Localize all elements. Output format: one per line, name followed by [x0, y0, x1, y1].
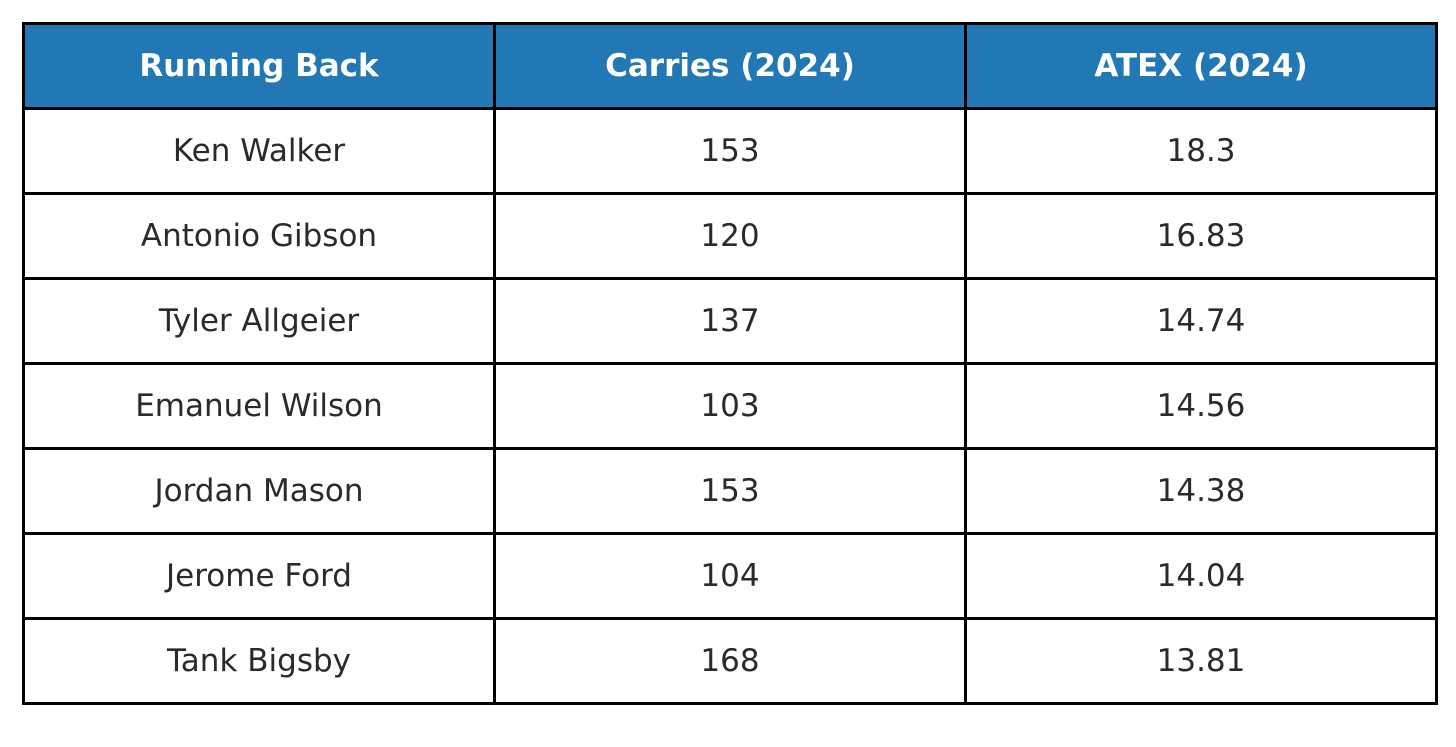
cell-carries: 168: [493, 617, 967, 705]
cell-carries: 153: [493, 447, 967, 535]
cell-atex: 18.3: [964, 107, 1438, 195]
cell-atex: 14.56: [964, 362, 1438, 450]
column-header-atex: ATEX (2024): [964, 22, 1438, 110]
cell-running-back: Tyler Allgeier: [22, 277, 496, 365]
cell-running-back: Jerome Ford: [22, 532, 496, 620]
running-back-atex-table: Running Back Carries (2024) ATEX (2024) …: [22, 22, 1438, 705]
table-row: Tyler Allgeier 137 14.74: [22, 277, 1438, 365]
table-row: Emanuel Wilson 103 14.56: [22, 362, 1438, 450]
cell-atex: 14.38: [964, 447, 1438, 535]
cell-atex: 16.83: [964, 192, 1438, 280]
cell-atex: 13.81: [964, 617, 1438, 705]
cell-running-back: Tank Bigsby: [22, 617, 496, 705]
cell-carries: 153: [493, 107, 967, 195]
cell-carries: 137: [493, 277, 967, 365]
stats-table-container: Running Back Carries (2024) ATEX (2024) …: [22, 22, 1438, 705]
cell-carries: 104: [493, 532, 967, 620]
cell-atex: 14.04: [964, 532, 1438, 620]
table-row: Jordan Mason 153 14.38: [22, 447, 1438, 535]
cell-carries: 120: [493, 192, 967, 280]
table-row: Antonio Gibson 120 16.83: [22, 192, 1438, 280]
cell-running-back: Ken Walker: [22, 107, 496, 195]
table-row: Jerome Ford 104 14.04: [22, 532, 1438, 620]
column-header-running-back: Running Back: [22, 22, 496, 110]
cell-running-back: Antonio Gibson: [22, 192, 496, 280]
table-row: Ken Walker 153 18.3: [22, 107, 1438, 195]
cell-atex: 14.74: [964, 277, 1438, 365]
table-header-row: Running Back Carries (2024) ATEX (2024): [22, 22, 1438, 110]
cell-running-back: Emanuel Wilson: [22, 362, 496, 450]
cell-carries: 103: [493, 362, 967, 450]
cell-running-back: Jordan Mason: [22, 447, 496, 535]
table-row: Tank Bigsby 168 13.81: [22, 617, 1438, 705]
column-header-carries: Carries (2024): [493, 22, 967, 110]
